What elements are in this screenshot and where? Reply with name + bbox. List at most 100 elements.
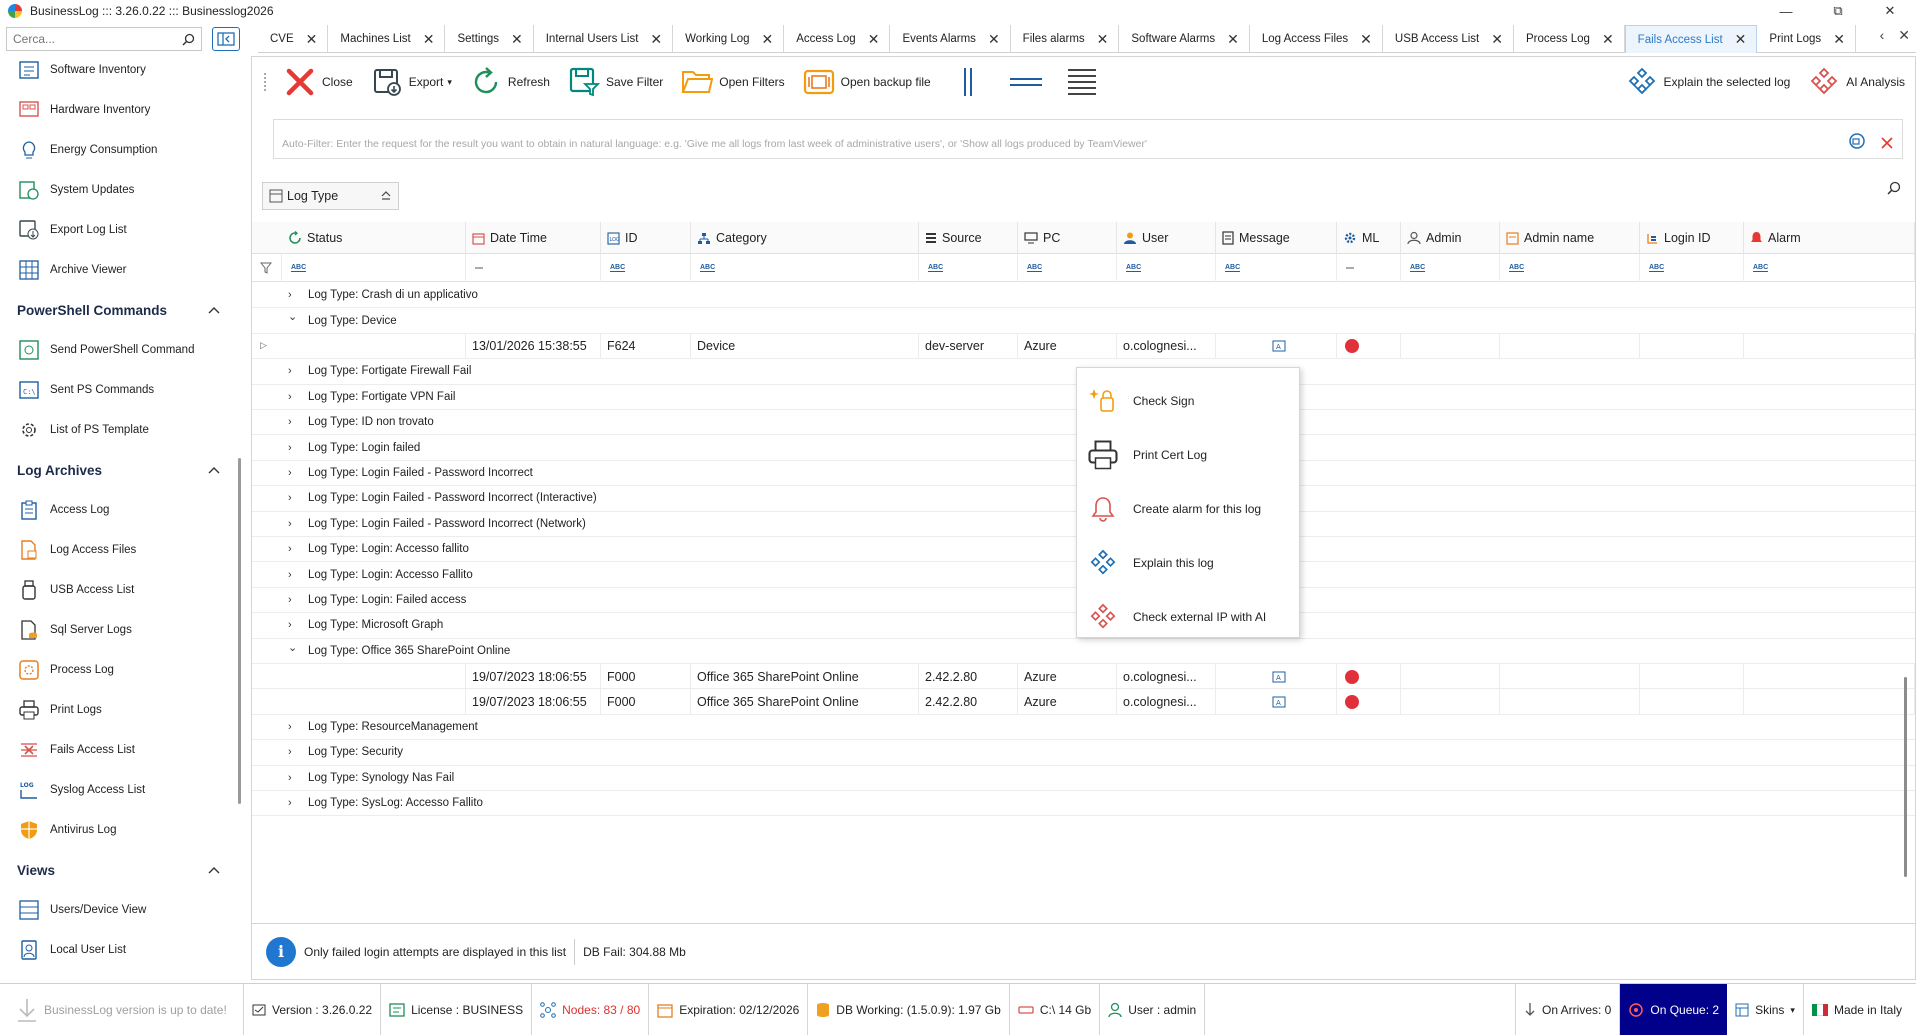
open-backup-button[interactable]: Open backup file — [795, 57, 941, 107]
sidebar-item-fails-access-list[interactable]: Fails Access List — [0, 730, 246, 770]
group-row[interactable]: › Log Type: Microsoft Graph — [252, 613, 1915, 639]
chevron-right-icon[interactable]: › — [288, 543, 292, 556]
tab-settings[interactable]: Settings ✕ — [445, 25, 534, 53]
column-header-admin-name[interactable]: Admin name — [1500, 222, 1640, 254]
table-row[interactable]: ▷ 13/01/2026 15:38:55 F624 Device dev-server… — [252, 333, 1915, 360]
sidebar-item-access-log[interactable]: Access Log — [0, 490, 246, 530]
chevron-down-icon[interactable]: ⌄ — [288, 311, 298, 324]
filter-cell-status[interactable]: ABC — [282, 254, 466, 282]
group-row[interactable]: ⌄ Log Type: Office 365 SharePoint Online — [252, 639, 1915, 664]
auto-filter-box[interactable]: Auto-Filter: Enter the request for the r… — [273, 119, 1903, 159]
tab-close-icon[interactable]: ✕ — [761, 30, 774, 47]
sidebar-item-print-logs[interactable]: Print Logs — [0, 690, 246, 730]
filter-cell-ml[interactable] — [1337, 254, 1401, 282]
tab-working-log[interactable]: Working Log ✕ — [673, 25, 785, 53]
group-row[interactable]: › Log Type: SysLog: Accesso Fallito — [252, 791, 1915, 817]
filter-cell-category[interactable]: ABC — [691, 254, 919, 282]
column-header-source[interactable]: Source — [919, 222, 1018, 254]
dense-rows-button[interactable] — [1059, 57, 1107, 107]
column-header-ml[interactable]: ML — [1337, 222, 1401, 254]
chevron-right-icon[interactable]: › — [288, 568, 292, 581]
on-queue-status[interactable]: On Queue: 2 — [1620, 984, 1728, 1035]
chevron-right-icon[interactable]: › — [288, 771, 292, 784]
tab-process-log[interactable]: Process Log ✕ — [1514, 25, 1625, 53]
sidebar-item-local-user-list[interactable]: Local User List — [0, 930, 246, 970]
skins-dropdown[interactable]: Skins ▾ — [1727, 984, 1804, 1035]
filter-cell-message[interactable]: ABC — [1216, 254, 1337, 282]
message-icon[interactable]: A — [1272, 671, 1286, 683]
clear-filter-icon[interactable] — [1880, 136, 1894, 150]
menu-item-create-alarm-for-this-log[interactable]: Create alarm for this log — [1077, 482, 1299, 536]
tab-close-icon[interactable]: ✕ — [1601, 30, 1614, 47]
sidebar-item-syslog-access-list[interactable]: LOG Syslog Access List — [0, 770, 246, 810]
menu-item-check-external-ip-with-ai[interactable]: Check external IP with AI — [1077, 590, 1299, 644]
sidebar-item-software-inventory[interactable]: Software Inventory — [0, 50, 246, 90]
tab-close-icon[interactable]: ✕ — [867, 30, 880, 47]
sidebar-item-system-updates[interactable]: System Updates — [0, 170, 246, 210]
tab-close-icon[interactable]: ✕ — [1227, 30, 1239, 47]
tab-access-log[interactable]: Access Log ✕ — [784, 25, 891, 53]
tab-close-icon[interactable]: ✕ — [1833, 30, 1845, 47]
sidebar-item-users-device-view[interactable]: Users/Device View — [0, 890, 246, 930]
toolbar-grip[interactable] — [264, 73, 270, 91]
tab-events-alarms[interactable]: Events Alarms ✕ — [890, 25, 1011, 53]
chevron-right-icon[interactable]: › — [288, 441, 292, 454]
chevron-up-icon[interactable] — [208, 466, 220, 474]
compact-rows-button[interactable] — [1001, 57, 1053, 107]
grid-scrollbar[interactable] — [1904, 677, 1907, 877]
chevron-right-icon[interactable]: › — [288, 289, 292, 302]
message-icon[interactable]: A — [1272, 696, 1286, 708]
table-row[interactable]: 19/07/2023 18:06:55 F000 Office 365 ShareP… — [252, 664, 1915, 690]
chevron-right-icon[interactable]: › — [288, 492, 292, 505]
chevron-up-icon[interactable] — [208, 306, 220, 314]
chevron-right-icon[interactable]: › — [288, 517, 292, 530]
section-powershell-commands[interactable]: PowerShell Commands — [0, 290, 246, 330]
column-header-pc[interactable]: PC — [1018, 222, 1117, 254]
explain-selected-log-button[interactable]: Explain the selected log — [1618, 57, 1801, 107]
chevron-right-icon[interactable]: › — [288, 720, 292, 733]
chevron-right-icon[interactable]: › — [288, 619, 292, 632]
filter-cell-user[interactable]: ABC — [1117, 254, 1216, 282]
tab-print-logs[interactable]: Print Logs ✕ — [1757, 25, 1856, 53]
column-header-message[interactable]: Message — [1216, 222, 1337, 254]
tab-close-icon[interactable]: ✕ — [987, 30, 1000, 47]
group-by-chip[interactable]: Log Type — [262, 182, 399, 210]
column-header-status[interactable]: Status — [282, 222, 466, 254]
filter-row-funnel-icon[interactable] — [252, 254, 282, 282]
column-header-id[interactable]: LOG ID — [601, 222, 691, 254]
sidebar-item-usb-access-list[interactable]: USB Access List — [0, 570, 246, 610]
tab-usb-access-list[interactable]: USB Access List ✕ — [1383, 25, 1514, 53]
tab-fails-access-list[interactable]: Fails Access List ✕ — [1624, 25, 1758, 53]
sidebar-search-input[interactable] — [13, 32, 173, 46]
sidebar-item-sent-ps-commands[interactable]: C:\ Sent PS Commands — [0, 370, 246, 410]
group-row[interactable]: › Log Type: Security — [252, 740, 1915, 766]
menu-item-print-cert-log[interactable]: Print Cert Log — [1077, 428, 1299, 482]
tab-close-icon[interactable]: ✕ — [422, 30, 435, 47]
group-row[interactable]: › Log Type: Crash di un applicativo — [252, 283, 1915, 309]
column-header-date-time[interactable]: Date Time — [466, 222, 601, 254]
tab-close-icon[interactable]: ✕ — [1096, 30, 1109, 47]
filter-cell-date-time[interactable] — [466, 254, 601, 282]
menu-item-explain-this-log[interactable]: Explain this log — [1077, 536, 1299, 590]
close-window-button[interactable]: ✕ — [1884, 3, 1896, 18]
ai-search-icon[interactable] — [1848, 132, 1866, 150]
chevron-right-icon[interactable]: › — [288, 390, 292, 403]
sidebar-collapse-button[interactable] — [212, 27, 240, 51]
tab-close-icon[interactable]: ✕ — [1734, 31, 1747, 47]
tab-machines-list[interactable]: Machines List ✕ — [328, 25, 446, 53]
minimize-button[interactable]: — — [1779, 3, 1793, 19]
sort-ascending-icon[interactable] — [380, 190, 392, 202]
sidebar-item-export-log-list[interactable]: Export Log List — [0, 210, 246, 250]
column-header-category[interactable]: Category — [691, 222, 919, 254]
filter-cell-alarm[interactable]: ABC — [1744, 254, 1915, 282]
sidebar-item-sql-server-logs[interactable]: Sql Server Logs — [0, 610, 246, 650]
tab-close-icon[interactable]: ✕ — [1360, 30, 1372, 47]
tab-scroll-left-icon[interactable]: ‹ — [1879, 27, 1885, 43]
sidebar-item-send-powershell-command[interactable]: Send PowerShell Command — [0, 330, 246, 370]
tab-close-icon[interactable]: ✕ — [305, 30, 318, 47]
menu-item-check-sign[interactable]: Check Sign — [1077, 374, 1299, 428]
section-log-archives[interactable]: Log Archives — [0, 450, 246, 490]
sidebar-search-box[interactable] — [6, 27, 202, 51]
chevron-up-icon[interactable] — [208, 866, 220, 874]
sidebar-item-list-of-ps-template[interactable]: List of PS Template — [0, 410, 246, 450]
